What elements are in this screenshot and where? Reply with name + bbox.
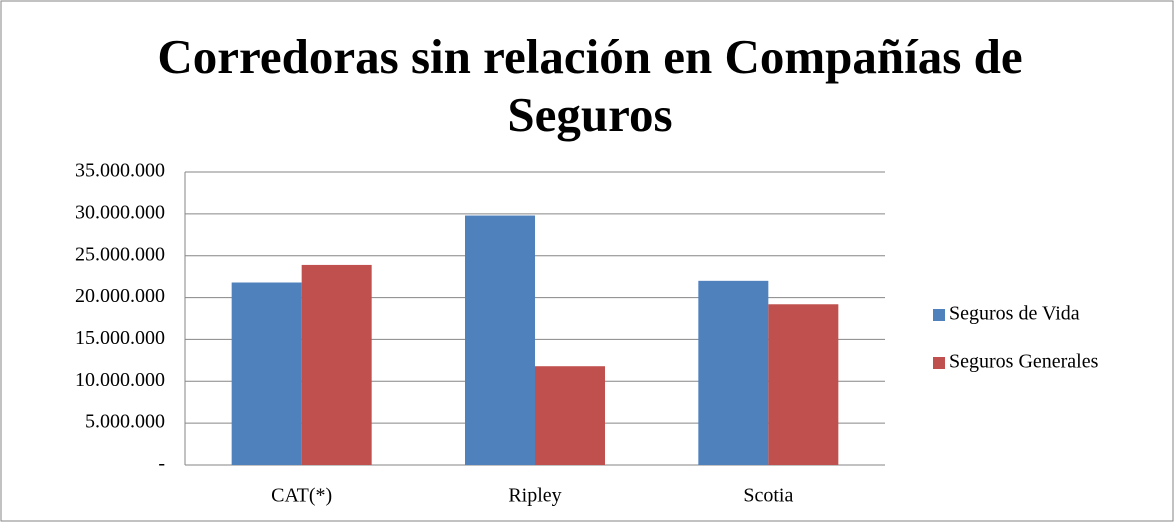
bar — [768, 304, 839, 465]
y-tick-label: 20.000.000 — [75, 285, 165, 307]
y-tick-label: 30.000.000 — [75, 201, 165, 223]
legend-label: Seguros de Vida — [949, 303, 1080, 325]
bar — [231, 282, 302, 465]
y-tick-label: - — [158, 453, 165, 475]
legend-swatch — [933, 309, 945, 321]
chart-title: Corredoras sin relación en Compañías de … — [157, 29, 1023, 142]
y-tick-label: 10.000.000 — [75, 369, 165, 391]
bar — [301, 264, 372, 465]
x-tick-label: CAT(*) — [271, 485, 332, 507]
bar — [535, 366, 605, 465]
y-tick-label: 25.000.000 — [75, 243, 165, 265]
bar — [465, 215, 535, 465]
x-tick-label: Ripley — [508, 485, 561, 507]
y-tick-label: 15.000.000 — [75, 327, 165, 349]
bar — [698, 280, 769, 465]
legend-swatch — [933, 357, 945, 369]
x-tick-label: Scotia — [743, 485, 793, 507]
legend-label: Seguros Generales — [949, 351, 1099, 373]
y-tick-label: 35.000.000 — [75, 160, 165, 182]
y-tick-label: 5.000.000 — [85, 411, 165, 433]
